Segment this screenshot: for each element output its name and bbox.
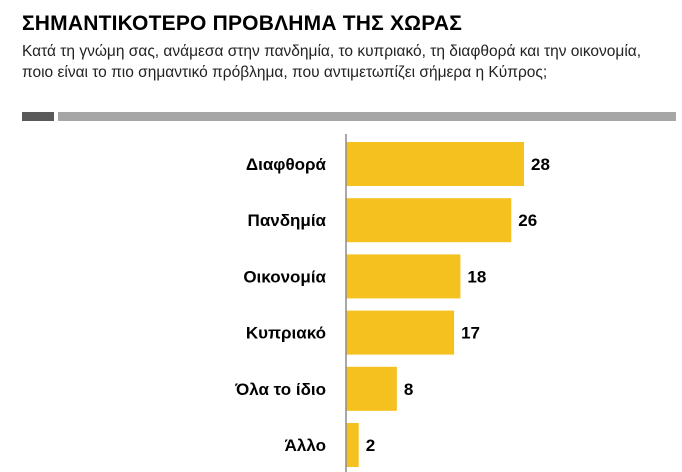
category-label: Διαφθορά (246, 155, 327, 174)
question-subtitle: Κατά τη γνώμη σας, ανάμεσα στην πανδημία… (22, 43, 642, 81)
category-label: Άλλο (285, 436, 326, 455)
value-label: 17 (461, 324, 480, 343)
bars-layer (346, 142, 524, 467)
value-label: 26 (518, 211, 537, 230)
category-label: Οικονομία (243, 267, 326, 286)
bar (346, 254, 461, 299)
bar (346, 310, 455, 355)
value-label: 28 (531, 155, 550, 174)
bar (346, 142, 524, 186)
bar (346, 366, 397, 411)
category-label: Κυπριακό (246, 324, 326, 343)
header-rule-dark (22, 112, 54, 121)
category-label: Πανδημία (248, 211, 327, 230)
header-rule-light (58, 112, 676, 121)
page-title: ΣΗΜΑΝΤΙΚΟΤΕΡΟ ΠΡΟΒΛΗΜΑ ΤΗΣ ΧΩΡΑΣ (22, 12, 463, 35)
bar (346, 198, 512, 243)
value-label: 18 (467, 267, 486, 286)
category-label: Όλα το ίδιο (234, 380, 326, 399)
value-label: 8 (404, 380, 413, 399)
bar (346, 423, 359, 467)
value-label: 2 (366, 436, 375, 455)
